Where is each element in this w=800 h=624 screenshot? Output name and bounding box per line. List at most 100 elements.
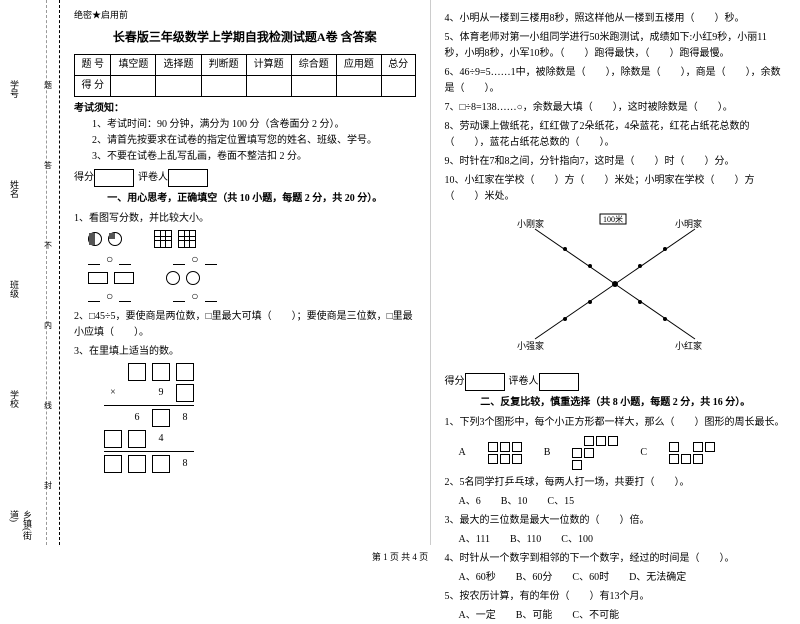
section-score-row: 得分 评卷人	[445, 373, 787, 391]
sw-label: 小强家	[517, 340, 544, 351]
choice-c[interactable]: C、100	[561, 532, 593, 548]
digit-box[interactable]	[128, 430, 146, 448]
gutter-id: 学号	[8, 80, 21, 98]
choice-d[interactable]: D、无法确定	[629, 570, 686, 586]
choice-c[interactable]: C、60时	[572, 570, 609, 586]
section-score-row: 得分 评卷人	[74, 169, 416, 187]
row-score-label: 得 分	[75, 75, 111, 96]
choice-c[interactable]: C、15	[547, 494, 574, 510]
notice-item: 3、不要在试卷上乱写乱画，卷面不整洁扣 2 分。	[92, 149, 416, 165]
fraction-blank[interactable]	[173, 253, 185, 265]
digit-8: 8	[176, 410, 194, 426]
fraction-blank[interactable]	[88, 253, 100, 265]
score-cell[interactable]	[201, 75, 246, 96]
fraction-figures: ○ ○ ○ ○	[88, 230, 416, 306]
right-column: 4、小明从一楼到三楼用8秒，照这样他从一楼到五楼用（ ）秒。 5、体育老师对第一…	[431, 0, 800, 545]
compass-diagram: 100米 小明家 小刚家 小红家 小强家	[505, 209, 725, 369]
fraction-blank[interactable]	[88, 290, 100, 302]
gutter-class: 班级	[8, 280, 21, 298]
digit-box[interactable]	[104, 455, 122, 473]
fraction-blank[interactable]	[173, 290, 185, 302]
fraction-blank[interactable]	[119, 253, 131, 265]
circle-icon	[166, 271, 180, 285]
digit-box[interactable]	[176, 384, 194, 402]
q1-5: 5、体育老师对第一小组同学进行50米跑测试，成绩如下:小红9秒，小丽11秒，小明…	[445, 30, 787, 62]
choice-b[interactable]: B、60分	[516, 570, 553, 586]
opt-b-label: B	[544, 445, 551, 461]
choice-a[interactable]: A、6	[459, 494, 481, 510]
choice-b[interactable]: B、110	[510, 532, 541, 548]
fraction-blank[interactable]	[119, 290, 131, 302]
choice-a[interactable]: A、一定	[459, 608, 496, 624]
fraction-blank[interactable]	[205, 253, 217, 265]
table-row: 题 号 填空题 选择题 判断题 计算题 综合题 应用题 总分	[75, 54, 416, 75]
q1-1: 1、看图写分数，并比较大小。	[74, 211, 416, 227]
score-cell[interactable]	[291, 75, 336, 96]
q2-3: 3、最大的三位数是最大一位数的（ ）倍。	[445, 513, 787, 529]
choice-a[interactable]: A、60秒	[459, 570, 496, 586]
digit-box[interactable]	[128, 455, 146, 473]
nw-label: 小刚家	[517, 218, 544, 229]
digit-box[interactable]	[152, 363, 170, 381]
page-footer: 第 1 页 共 4 页	[0, 550, 800, 563]
ti-char: 题	[44, 80, 52, 91]
binding-gutter: 乡镇(街道) 学校 班级 姓名 学号 封 线 内 不 答 题	[0, 0, 60, 545]
score-cell[interactable]	[381, 75, 415, 96]
ne-label: 小明家	[675, 218, 702, 229]
q1-7: 7、□÷8=138……○，余数最大填（ ），这时被除数是（ ）。	[445, 100, 787, 116]
score-cell[interactable]	[156, 75, 201, 96]
choice-b[interactable]: B、可能	[516, 608, 553, 624]
grader-label: 评卷人	[138, 170, 168, 186]
score-box[interactable]	[94, 169, 134, 187]
score-box[interactable]	[465, 373, 505, 391]
choice-c[interactable]: C、不可能	[572, 608, 619, 624]
digit-box[interactable]	[128, 363, 146, 381]
score-label: 得分	[445, 374, 465, 390]
q2-2: 2、5名同学打乒乓球，每两人打一场，共要打（ ）。	[445, 475, 787, 491]
th-app: 应用题	[336, 54, 381, 75]
q2-5: 5、按农历计算，有的年份（ ）有13个月。	[445, 589, 787, 605]
no-char: 不	[44, 240, 52, 251]
digit-6: 6	[128, 410, 146, 426]
score-label: 得分	[74, 170, 94, 186]
grader-box[interactable]	[168, 169, 208, 187]
choice-b[interactable]: B、10	[501, 494, 528, 510]
digit-box[interactable]	[152, 455, 170, 473]
gutter-name: 姓名	[8, 180, 21, 198]
compare-circle[interactable]: ○	[106, 250, 113, 269]
gutter-township: 乡镇(街道)	[8, 510, 34, 545]
digit-4: 4	[152, 431, 170, 447]
score-cell[interactable]	[246, 75, 291, 96]
shape-c	[667, 440, 717, 466]
compare-circle[interactable]: ○	[191, 250, 198, 269]
q2-1: 1、下列3个图形中，每个小正方形都一样大，那么（ ）图形的周长最长。	[445, 415, 787, 431]
ans-char: 答	[44, 160, 52, 171]
q1-10: 10、小红家在学校（ ）方（ ）米处；小明家在学校（ ）方（ ）米处。	[445, 173, 787, 205]
digit-box[interactable]	[104, 430, 122, 448]
th-judge: 判断题	[201, 54, 246, 75]
se-label: 小红家	[675, 340, 702, 351]
digit-box[interactable]	[152, 409, 170, 427]
grader-box[interactable]	[539, 373, 579, 391]
compare-circle[interactable]: ○	[191, 287, 198, 306]
rect-icon	[88, 272, 108, 284]
notice-list: 1、考试时间：90 分钟，满分为 100 分（含卷面分 2 分）。 2、请首先按…	[74, 117, 416, 165]
digit-box[interactable]	[176, 363, 194, 381]
score-cell[interactable]	[111, 75, 156, 96]
notice-head: 考试须知：	[74, 101, 416, 117]
grid-icon	[178, 230, 196, 248]
th-total: 总分	[381, 54, 415, 75]
secret-label: 绝密★启用前	[74, 8, 416, 22]
line-char: 线	[44, 400, 52, 411]
left-column: 绝密★启用前 长春版三年级数学上学期自我检测试题A卷 含答案 题 号 填空题 选…	[60, 0, 430, 545]
score-cell[interactable]	[336, 75, 381, 96]
exam-title: 长春版三年级数学上学期自我检测试题A卷 含答案	[74, 28, 416, 47]
fraction-blank[interactable]	[205, 290, 217, 302]
digit-9: 9	[152, 385, 170, 401]
q2-5-choices: A、一定 B、可能 C、不可能	[459, 608, 787, 624]
compare-circle[interactable]: ○	[106, 287, 113, 306]
q2-4-choices: A、60秒 B、60分 C、60时 D、无法确定	[459, 570, 787, 586]
choice-a[interactable]: A、111	[459, 532, 490, 548]
q1-8: 8、劳动课上做纸花，红红做了2朵纸花，4朵蓝花，红花占纸花总数的（ ），蓝花占纸…	[445, 119, 787, 151]
circle-icon	[108, 232, 122, 246]
